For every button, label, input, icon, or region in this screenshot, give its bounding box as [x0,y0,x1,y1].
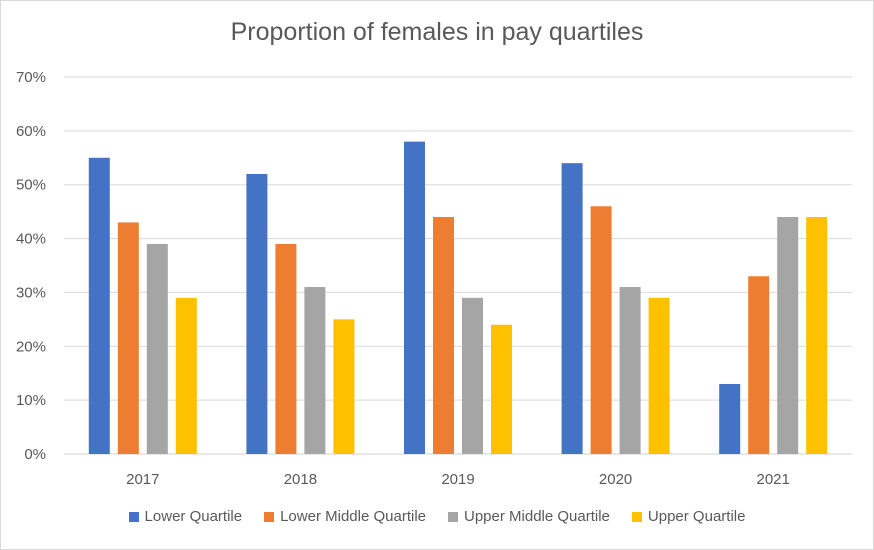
y-tick-label: 40% [16,231,46,248]
legend-label: Lower Quartile [144,508,243,525]
x-tick-label: 2021 [757,471,790,488]
legend-label: Upper Middle Quartile [464,508,610,525]
bar [806,217,828,454]
legend-item: Lower Quartile [128,508,243,525]
legend-item: Upper Middle Quartile [448,508,610,525]
bar [246,173,268,454]
bar [117,222,139,454]
y-tick-label: 50% [16,177,46,194]
bar [433,217,454,454]
bar [88,157,110,455]
bar [404,141,425,454]
bar [275,243,297,454]
bar [146,243,168,454]
bar [462,297,483,454]
legend-item: Upper Quartile [631,508,746,525]
bar [304,287,326,454]
bar [561,163,583,454]
legend-label: Lower Middle Quartile [280,508,426,525]
y-tick-label: 30% [16,284,46,301]
bar [719,383,741,454]
legend-swatch [631,511,642,522]
y-tick-label: 60% [16,123,46,140]
bar [590,206,612,454]
legend-item: Lower Middle Quartile [264,508,426,525]
legend-swatch [264,511,275,522]
x-tick-label: 2018 [284,471,317,488]
legend-label: Upper Quartile [647,508,746,525]
bar [619,287,641,454]
y-tick-label: 0% [24,446,46,463]
y-tick-label: 10% [16,392,46,409]
bar [333,319,355,454]
x-tick-label: 2017 [126,471,159,488]
bar [648,297,670,454]
x-tick-label: 2020 [599,471,632,488]
legend-swatch [128,511,139,522]
chart-title: Proportion of females in pay quartiles [230,18,644,46]
x-tick-label: 2019 [441,471,474,488]
bar [748,276,770,454]
bar [491,324,512,454]
legend-swatch [448,511,458,522]
bar [175,297,197,454]
y-tick-label: 20% [16,338,46,355]
legend: Lower Quartile Lower Middle Quartile Upper… [0,508,874,525]
bar [777,217,799,454]
y-tick-label: 70% [16,69,46,86]
